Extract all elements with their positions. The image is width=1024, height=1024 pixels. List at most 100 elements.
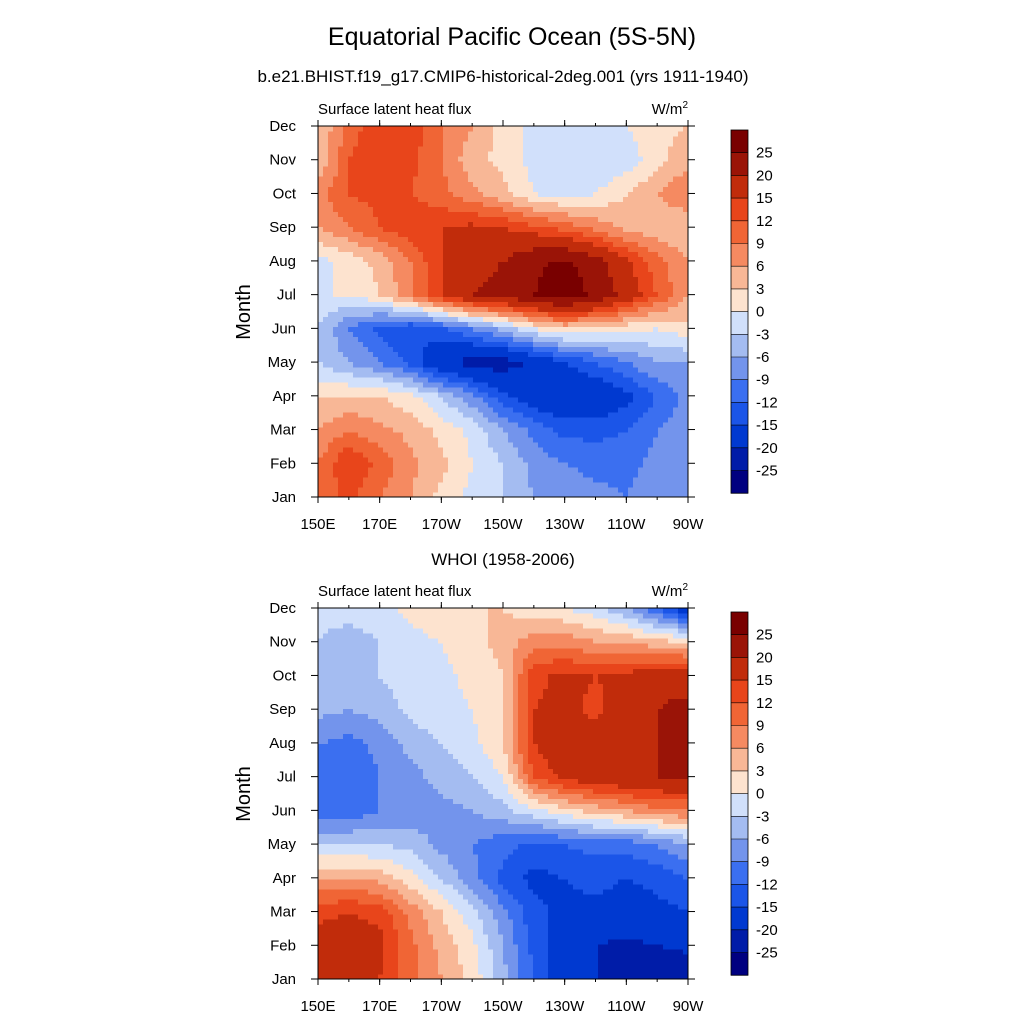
heatmap-cell	[338, 411, 344, 418]
heatmap-cell	[418, 161, 424, 167]
heatmap-cell	[528, 171, 534, 177]
heatmap-cell	[663, 421, 669, 428]
heatmap-cell	[583, 366, 589, 373]
heatmap-cell	[663, 196, 669, 202]
heatmap-cell	[503, 426, 509, 433]
heatmap-cell	[468, 166, 474, 172]
heatmap-cell	[653, 281, 659, 288]
heatmap-cell	[438, 181, 444, 187]
heatmap-cell	[618, 491, 624, 498]
heatmap-cell	[468, 441, 474, 448]
heatmap-cell	[613, 301, 619, 308]
heatmap-cell	[648, 456, 654, 463]
heatmap-cell	[383, 321, 389, 328]
heatmap-cell	[453, 386, 459, 393]
heatmap-cell	[368, 256, 374, 262]
heatmap-cell	[323, 361, 329, 368]
heatmap-cell	[333, 326, 339, 333]
heatmap-cell	[648, 176, 654, 182]
heatmap-cell	[373, 431, 379, 438]
heatmap-cell	[613, 476, 619, 483]
heatmap-cell	[348, 431, 354, 438]
heatmap-cell	[603, 191, 609, 197]
heatmap-cell	[678, 201, 684, 207]
heatmap-cell	[583, 426, 589, 433]
heatmap-cell	[643, 411, 649, 418]
heatmap-cell	[388, 371, 394, 378]
heatmap-cell	[648, 331, 654, 338]
heatmap-cell	[518, 401, 524, 408]
heatmap-cell	[453, 416, 459, 423]
heatmap-cell	[388, 331, 394, 338]
heatmap-cell	[583, 291, 589, 298]
heatmap-cell	[323, 321, 329, 328]
heatmap-cell	[643, 301, 649, 308]
heatmap-cell	[453, 391, 459, 398]
heatmap-cell	[478, 356, 484, 363]
heatmap-cell	[663, 331, 669, 338]
heatmap-cell	[493, 221, 499, 227]
heatmap-cell	[638, 371, 644, 378]
heatmap-cell	[608, 281, 614, 288]
heatmap-cell	[413, 466, 419, 473]
heatmap-cell	[628, 291, 634, 298]
heatmap-cell	[438, 411, 444, 418]
heatmap-cell	[408, 471, 414, 478]
heatmap-cell	[568, 221, 574, 227]
heatmap-cell	[578, 236, 584, 242]
heatmap-cell	[378, 201, 384, 207]
heatmap-cell	[673, 271, 679, 277]
heatmap-cell	[503, 261, 509, 267]
heatmap-cell	[573, 381, 579, 388]
heatmap-cell	[443, 226, 449, 232]
heatmap-cell	[683, 391, 689, 398]
heatmap-cell	[608, 216, 614, 222]
heatmap-cell	[533, 476, 539, 483]
heatmap-cell	[503, 436, 509, 443]
heatmap-cell	[608, 331, 614, 338]
heatmap-cell	[623, 426, 629, 433]
heatmap-cell	[558, 316, 564, 323]
heatmap-cell	[553, 246, 559, 252]
heatmap-cell	[523, 216, 529, 222]
heatmap-cell	[663, 411, 669, 418]
heatmap-cell	[403, 256, 409, 262]
heatmap-cell	[593, 416, 599, 423]
heatmap-cell	[663, 456, 669, 463]
heatmap-cell	[538, 461, 544, 468]
heatmap-cell	[493, 491, 499, 498]
heatmap-cell	[373, 161, 379, 167]
heatmap-cell	[458, 386, 464, 393]
heatmap-cell	[673, 466, 679, 473]
heatmap-cell	[398, 261, 404, 267]
heatmap-cell	[508, 361, 514, 368]
heatmap-cell	[658, 166, 664, 172]
heatmap-cell	[658, 201, 664, 207]
heatmap-cell	[453, 236, 459, 242]
heatmap-cell	[348, 446, 354, 453]
heatmap-cell	[458, 461, 464, 468]
heatmap-cell	[563, 311, 569, 318]
heatmap-cell	[613, 451, 619, 458]
heatmap-cell	[528, 306, 534, 313]
heatmap-cell	[498, 456, 504, 463]
heatmap-cell	[528, 421, 534, 428]
heatmap-cell	[388, 391, 394, 398]
heatmap-cell	[543, 391, 549, 398]
heatmap-cell	[408, 416, 414, 423]
heatmap-cell	[443, 371, 449, 378]
heatmap-cell	[498, 286, 504, 293]
heatmap-cell	[353, 406, 359, 413]
heatmap-cell	[338, 296, 344, 303]
heatmap-cell	[668, 436, 674, 443]
heatmap-cell	[478, 476, 484, 483]
heatmap-cell	[328, 216, 334, 222]
heatmap-cell	[458, 446, 464, 453]
heatmap-cell	[523, 486, 529, 493]
heatmap-cell	[428, 236, 434, 242]
heatmap-cell	[578, 241, 584, 247]
heatmap-cell	[463, 286, 469, 293]
heatmap-cell	[388, 301, 394, 308]
heatmap-cell	[398, 406, 404, 413]
heatmap-cell	[528, 456, 534, 463]
